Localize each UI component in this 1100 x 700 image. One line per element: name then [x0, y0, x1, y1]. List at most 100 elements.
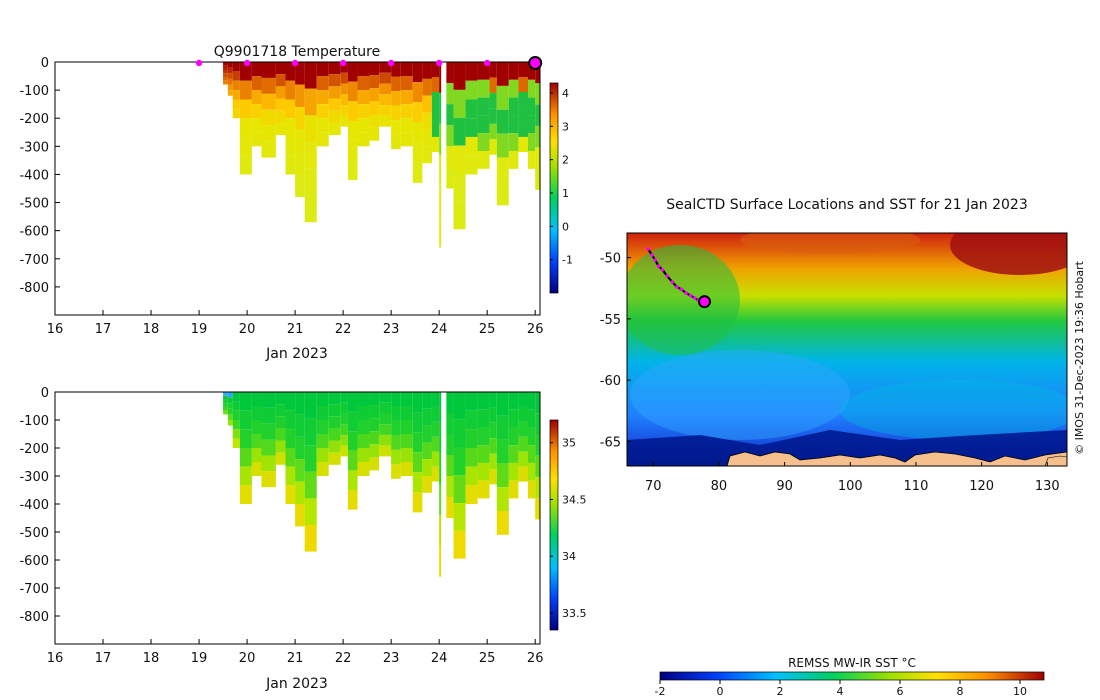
- track-point: [688, 293, 693, 298]
- section-cell: [232, 99, 240, 109]
- section-cell: [295, 504, 305, 527]
- section-cell: [465, 448, 478, 467]
- section-cell: [328, 428, 341, 441]
- map-current-position: [697, 295, 711, 309]
- section-cell: [439, 422, 442, 454]
- lon-tick-label: 70: [645, 479, 662, 494]
- y-tick-label: -100: [19, 414, 49, 429]
- section-cell: [295, 106, 305, 130]
- temperature-y-axis: 0 -100 -200 -300 -400 -500 -600 -700 -800: [19, 56, 60, 296]
- section-cell: [275, 392, 286, 405]
- section-cell: [232, 401, 240, 411]
- lat-tick-label: -50: [600, 252, 621, 267]
- section-cell: [508, 392, 519, 410]
- section-cell: [518, 106, 528, 122]
- section-cell: [431, 451, 440, 467]
- section-cell: [477, 151, 490, 169]
- section-cell: [412, 162, 423, 183]
- section-cell: [340, 72, 348, 84]
- section-cell: [223, 73, 228, 77]
- section-cell: [275, 110, 286, 123]
- section-cell: [453, 530, 466, 559]
- surface-marker: [243, 59, 251, 67]
- section-cell: [391, 406, 401, 421]
- section-cell: [439, 515, 442, 546]
- lon-tick-label: 90: [776, 479, 793, 494]
- section-cell: [285, 410, 296, 430]
- section-cell: [304, 392, 317, 419]
- section-cell: [508, 133, 519, 152]
- section-cell: [379, 445, 392, 457]
- section-cell: [400, 462, 413, 476]
- track-point: [679, 287, 684, 292]
- section-cell: [357, 90, 370, 105]
- section-cell: [239, 485, 252, 504]
- section-cell: [518, 392, 528, 407]
- section-cell: [275, 428, 286, 441]
- section-cell: [535, 455, 540, 477]
- colorbar-tick-label: 4: [562, 87, 569, 100]
- x-tick-label: 17: [95, 651, 112, 666]
- section-cell: [496, 62, 509, 86]
- section-cell: [227, 84, 233, 91]
- section-cell: [347, 160, 358, 181]
- section-cell: [400, 406, 413, 420]
- section-cell: [316, 448, 329, 462]
- section-cell: [369, 62, 380, 76]
- x-tick-label: 24: [431, 651, 448, 666]
- lon-tick-label: 110: [904, 479, 929, 494]
- section-cell: [412, 62, 423, 83]
- x-tick-label: 21: [287, 651, 304, 666]
- section-cell: [295, 481, 305, 504]
- section-cell: [232, 429, 240, 439]
- surface-marker: [483, 59, 491, 67]
- section-cell: [357, 392, 370, 406]
- x-tick-label: 25: [479, 322, 496, 337]
- section-cell: [477, 409, 490, 428]
- section-cell: [422, 62, 432, 79]
- salinity-section-cells: [223, 392, 540, 577]
- section-cell: [508, 97, 519, 116]
- section-cell: [340, 105, 348, 116]
- sst-colorbar-tick-label: 6: [897, 685, 904, 698]
- section-cell: [347, 431, 358, 451]
- section-cell: [527, 445, 536, 463]
- salinity-colorbar-ticks: 35 34.5 34 33.5: [550, 437, 587, 620]
- x-tick-label: 18: [143, 651, 160, 666]
- section-cell: [453, 201, 466, 230]
- section-cell: [295, 84, 305, 107]
- temperature-section-cells: [223, 62, 540, 248]
- section-cell: [251, 434, 262, 448]
- section-cell: [453, 475, 466, 504]
- section-cell: [439, 484, 442, 516]
- section-cell: [446, 413, 454, 434]
- section-cell: [369, 101, 380, 115]
- section-cell: [251, 90, 262, 105]
- section-cell: [453, 62, 466, 90]
- lon-tick-label: 120: [969, 479, 994, 494]
- track-point: [650, 253, 654, 257]
- section-cell: [232, 392, 240, 402]
- section-cell: [446, 392, 454, 413]
- section-cell: [347, 392, 358, 412]
- section-cell: [477, 462, 490, 481]
- section-cell: [465, 99, 478, 119]
- x-tick-label: 18: [143, 322, 160, 337]
- section-cell: [295, 459, 305, 482]
- salinity-x-axis: 16 17 18 19 20 21 22 23 24 25 26: [47, 639, 543, 666]
- section-cell: [422, 78, 432, 96]
- section-cell: [239, 136, 252, 156]
- section-cell: [227, 90, 233, 96]
- section-cell: [391, 449, 401, 465]
- sst-colorbar-tick-label: 10: [1013, 685, 1027, 698]
- section-cell: [489, 62, 497, 78]
- section-cell: [465, 466, 478, 486]
- section-cell: [379, 72, 392, 84]
- sst-colorbar-tick-label: 4: [837, 685, 844, 698]
- section-cell: [223, 403, 228, 407]
- section-cell: [453, 173, 466, 202]
- section-cell: [261, 455, 276, 472]
- map-latitude-axis: -50 -55 -60 -65: [600, 252, 631, 450]
- section-cell: [477, 115, 490, 134]
- section-cell: [239, 62, 252, 81]
